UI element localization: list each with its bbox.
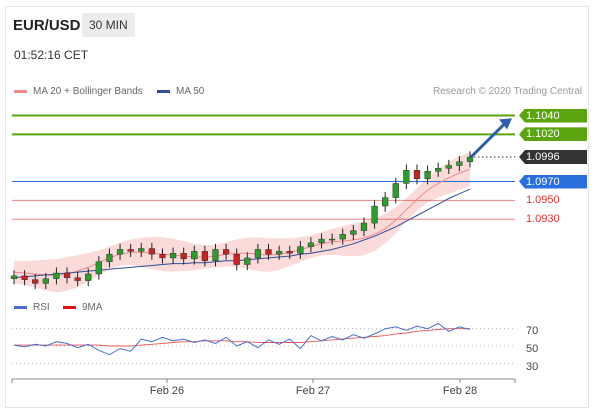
level-label-1.0950: 1.0950 (526, 194, 560, 207)
candle-body (382, 197, 389, 207)
candle-body (95, 261, 102, 275)
research-credit: Research © 2020 Trading Central (433, 86, 583, 97)
candle-body (339, 234, 346, 240)
candle-body (329, 238, 336, 241)
legend-ma20: MA 20 + Bollinger Bands (14, 86, 143, 97)
rsi-line (13, 322, 471, 356)
timeframe-badge[interactable]: 30 MIN (82, 13, 135, 37)
candle-body (350, 230, 357, 235)
chart-frame (5, 6, 589, 408)
level-label-1.1040: 1.1040 (519, 108, 587, 123)
candle-body (413, 170, 421, 179)
candle-body (276, 251, 283, 255)
x-tick-feb27: Feb 27 (295, 385, 331, 397)
candle-body (138, 248, 145, 252)
level-label-1.0996: 1.0996 (519, 150, 587, 165)
candle-body (265, 249, 272, 255)
candle-body (53, 272, 60, 279)
candle-body (212, 249, 219, 261)
candle-body (106, 253, 113, 262)
ma20-line (13, 168, 471, 277)
candle-body (191, 251, 198, 260)
bullish-arrow (470, 120, 508, 158)
x-tick-feb26: Feb 26 (149, 385, 185, 397)
legend-rsi: RSI (14, 302, 50, 313)
legend-rsi-label: RSI (33, 302, 50, 313)
candle-body (159, 253, 166, 259)
rsi-swatch (14, 306, 27, 309)
legend-ma50-label: MA 50 (176, 86, 205, 97)
candle-body (360, 222, 368, 231)
rsi-tick-70: 70 (526, 325, 539, 337)
candle-body (435, 168, 442, 172)
candle-body (10, 275, 18, 279)
candle-body (466, 156, 474, 162)
candle-body (63, 272, 71, 278)
rsi-tick-50: 50 (526, 343, 539, 355)
candle-body (392, 183, 399, 198)
candle-body (42, 278, 49, 284)
candle-body (371, 205, 378, 224)
candle-body (254, 249, 262, 259)
timestamp: 01:52:16 CET (14, 48, 89, 62)
candle-body (307, 242, 315, 247)
candle-body (297, 246, 304, 254)
candle-body (318, 238, 325, 244)
candle-body (32, 279, 39, 284)
level-label-1.0930: 1.0930 (526, 213, 560, 226)
level-label-1.1020: 1.1020 (519, 127, 587, 142)
bollinger-band (14, 152, 470, 293)
candle-body (169, 253, 177, 259)
candle-body (21, 275, 28, 280)
candle-body (201, 251, 208, 261)
candle-body (233, 253, 240, 265)
9ma-swatch (63, 306, 76, 309)
ma50-line (13, 188, 471, 279)
candle-body (148, 248, 155, 255)
legend-ma20-label: MA 20 + Bollinger Bands (33, 86, 143, 97)
candle-body (286, 251, 293, 254)
ma20-swatch (14, 90, 27, 93)
rsi-tick-30: 30 (526, 361, 539, 373)
candle-body (222, 249, 230, 255)
ma50-swatch (157, 90, 170, 93)
legend-9ma: 9MA (63, 302, 103, 313)
arrow-head (499, 118, 512, 130)
candle-body (116, 249, 124, 255)
level-label-1.0970: 1.0970 (519, 174, 587, 189)
candle-body (403, 170, 410, 184)
legend-9ma-label: 9MA (82, 302, 103, 313)
candle-body (74, 277, 81, 281)
candle-body (445, 165, 452, 169)
candle-body (456, 161, 463, 166)
candle-body (180, 253, 187, 260)
legend-ma50: MA 50 (157, 86, 204, 97)
candle-body (244, 257, 251, 265)
candle-body (424, 170, 431, 179)
candle-body (85, 273, 92, 281)
instrument-title: EUR/USD (13, 17, 81, 34)
candle-body (127, 249, 134, 252)
x-tick-feb28: Feb 28 (442, 385, 478, 397)
